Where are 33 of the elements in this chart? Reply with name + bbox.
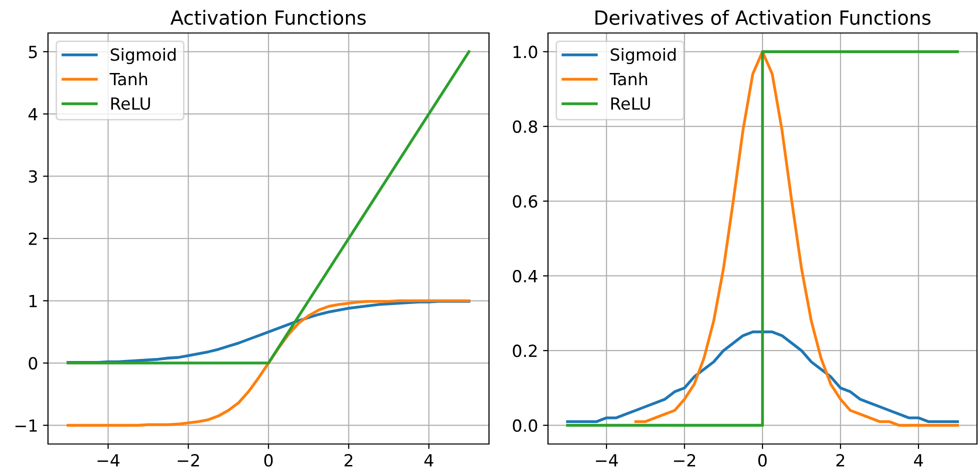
legend-label: Sigmoid: [110, 48, 176, 64]
x-tick-label: 2: [836, 454, 844, 466]
legend-label: ReLU: [111, 97, 150, 110]
y-tick-label: 0.6: [512, 195, 538, 208]
chart-title: Activation Functions: [170, 10, 366, 25]
x-tick-label: 2: [344, 454, 352, 466]
x-tick-label: 4: [914, 454, 923, 466]
y-tick-label: 0.0: [512, 419, 538, 432]
legend-label: Tanh: [610, 72, 648, 86]
line-series: [66, 299, 470, 427]
x-tick-label: −4: [596, 454, 618, 466]
x-tick-label: 4: [424, 454, 434, 466]
x-tick-label: −2: [674, 454, 696, 466]
y-tick-label: 4: [28, 108, 38, 120]
y-tick-label: 5: [28, 46, 37, 58]
x-tick-label: −4: [98, 454, 120, 466]
y-tick-label: 0.4: [512, 270, 538, 282]
y-tick-label: 0.2: [512, 344, 537, 358]
x-tick-label: 0: [758, 454, 767, 467]
legend-label: Sigmoid: [610, 48, 676, 64]
y-tick-label: 0: [28, 357, 38, 370]
x-tick-label: 0: [264, 454, 273, 467]
y-tick-label: 1.0: [514, 46, 538, 58]
line-series: [566, 330, 959, 423]
y-tick-label: 3: [28, 170, 37, 183]
y-tick-label: 2: [28, 232, 37, 245]
y-tick-label: −1: [15, 420, 37, 432]
y-tick-label: 0.8: [512, 120, 538, 133]
y-tick-label: 1: [30, 294, 37, 308]
legend-label: Tanh: [110, 72, 148, 86]
x-tick-label: −2: [178, 454, 199, 466]
chart-title: Derivatives of Activation Functions: [595, 10, 930, 25]
legend-label: ReLU: [611, 97, 650, 110]
